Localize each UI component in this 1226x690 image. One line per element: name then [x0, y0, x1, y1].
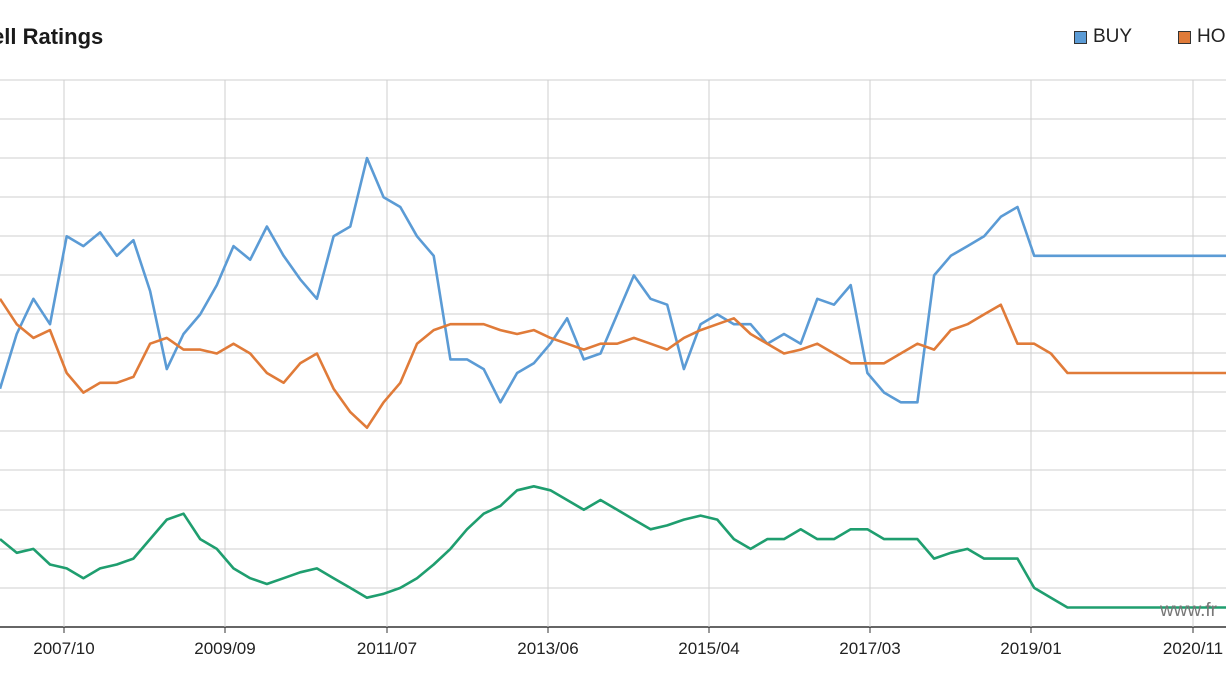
x-tick-label: 2019/01	[1000, 639, 1061, 658]
legend-item-buy: BUY	[1074, 26, 1132, 48]
legend-item-hold: HO	[1178, 26, 1226, 48]
x-tick-label: 2007/10	[33, 639, 94, 658]
x-tick-label: 2020/11	[1163, 639, 1223, 658]
chart-title: ell Ratings	[0, 24, 104, 49]
x-tick-label: 2017/03	[839, 639, 900, 658]
x-tick-label: 2013/06	[517, 639, 578, 658]
series-line-ho	[0, 298, 1226, 430]
x-tick-label: 2015/04	[678, 639, 739, 658]
series-line-series-3	[0, 484, 1226, 609]
series-lines	[0, 156, 1226, 609]
x-tick-label: 2009/09	[194, 639, 255, 658]
legend-swatch-buy	[1074, 30, 1087, 44]
watermark: www.fr	[1159, 600, 1218, 621]
grid	[0, 79, 1226, 628]
legend-label-buy: BUY	[1093, 26, 1133, 47]
series-line-buy	[0, 156, 1226, 404]
x-axis: 2007/10 2009/09 2011/07 2013/06 2015/04 2017/…	[33, 627, 1223, 658]
legend-swatch-hold	[1178, 30, 1191, 44]
x-tick-label: 2011/07	[357, 639, 417, 658]
legend-label-hold: HO	[1197, 26, 1226, 47]
